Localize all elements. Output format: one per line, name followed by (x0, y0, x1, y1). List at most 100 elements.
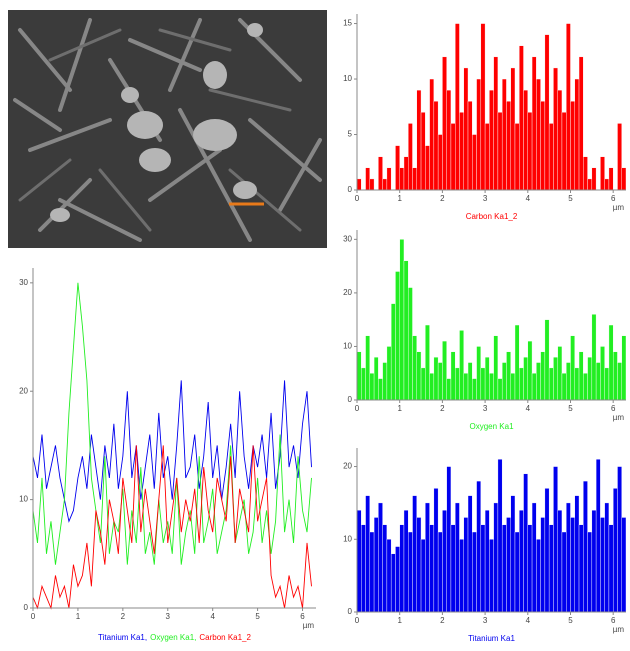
bar (531, 373, 537, 401)
bar (574, 78, 580, 191)
bar (587, 531, 593, 613)
bar (425, 145, 430, 191)
x-tick-label: 4 (526, 194, 531, 203)
bar (476, 480, 482, 613)
bar (365, 335, 371, 401)
bar (416, 89, 422, 191)
x-tick-label: 2 (440, 194, 445, 203)
bar (429, 373, 435, 401)
bar (557, 509, 563, 613)
bar (493, 335, 499, 401)
bar (561, 531, 567, 613)
bar (604, 502, 610, 613)
series-line (32, 445, 312, 610)
bar (621, 517, 627, 613)
bar (472, 134, 477, 191)
bar (604, 178, 610, 191)
x-tick-label: 0 (355, 404, 360, 413)
bar (506, 351, 511, 401)
bar (382, 178, 388, 191)
bar (463, 373, 469, 401)
bar (578, 524, 584, 613)
sem-image (8, 10, 327, 248)
bar (459, 330, 464, 401)
bar (621, 335, 627, 401)
bar (506, 101, 511, 191)
y-tick-label: 30 (19, 278, 28, 287)
bar (450, 351, 456, 401)
bar (446, 378, 452, 401)
bar (514, 531, 520, 613)
bar (403, 260, 409, 401)
bar (365, 167, 371, 191)
x-tick-label: 1 (76, 612, 81, 621)
bar (617, 123, 622, 191)
bar (437, 134, 443, 191)
x-tick-label: 3 (483, 194, 488, 203)
bar (373, 517, 379, 613)
bar (617, 362, 622, 401)
bar (399, 167, 405, 191)
bar (386, 539, 392, 613)
y-tick-label: 5 (348, 130, 353, 139)
bar (429, 524, 435, 613)
bar (425, 324, 430, 401)
bar (540, 101, 546, 191)
bar (442, 56, 447, 191)
bar (608, 324, 614, 401)
bar (429, 78, 435, 191)
bar (399, 524, 405, 613)
bar (497, 378, 503, 401)
bar (566, 23, 571, 191)
bar (600, 517, 605, 613)
bar (484, 356, 490, 401)
bar (566, 502, 571, 613)
bar (369, 531, 375, 613)
bar (548, 524, 554, 613)
bar (493, 502, 499, 613)
y-tick-label: 20 (343, 462, 352, 471)
bar (489, 539, 494, 613)
bar (412, 335, 417, 401)
bar (484, 509, 490, 613)
x-axis-unit: µm (613, 625, 625, 634)
bar (472, 378, 477, 401)
y-tick-label: 15 (343, 19, 352, 28)
bar (433, 488, 439, 613)
bar (621, 167, 627, 191)
x-tick-label: 5 (568, 404, 573, 413)
y-tick-label: 10 (343, 534, 352, 543)
bar (476, 78, 482, 191)
bar (587, 356, 593, 401)
bar (506, 517, 511, 613)
bar (608, 524, 614, 613)
x-tick-label: 5 (568, 194, 573, 203)
x-tick-label: 2 (440, 616, 445, 625)
bar (403, 156, 409, 191)
bar (544, 319, 550, 401)
bar (412, 495, 417, 613)
bar (595, 459, 601, 613)
x-tick-label: 2 (121, 612, 126, 621)
bar (459, 112, 464, 191)
bar (455, 502, 460, 613)
bar (604, 367, 610, 401)
bar (557, 89, 563, 191)
y-tick-label: 0 (348, 185, 353, 194)
bar (510, 373, 516, 401)
bar (489, 89, 494, 191)
bar (617, 466, 622, 613)
bar (570, 335, 575, 401)
bar (540, 517, 546, 613)
bar (574, 495, 580, 613)
legend-entry: Oxygen Ka1, (150, 633, 196, 642)
bar (501, 524, 507, 613)
bar (420, 539, 426, 613)
legend: Titanium Ka1, Oxygen Ka1, Carbon Ka1_2 (98, 633, 251, 642)
bar (408, 531, 413, 613)
bar (608, 167, 614, 191)
bar (437, 531, 443, 613)
bar (395, 145, 400, 191)
